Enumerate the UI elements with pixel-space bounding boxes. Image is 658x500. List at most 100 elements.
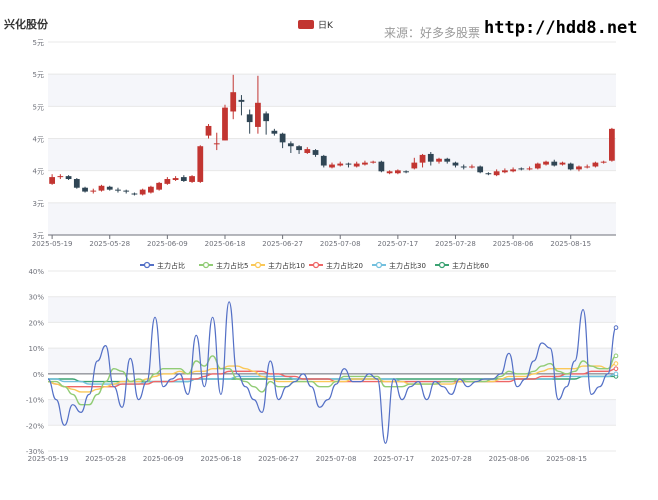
x-tick-label: 2025-06-18 [201, 455, 242, 463]
candle-body [172, 178, 179, 180]
legend-item[interactable]: 主力占比10 [251, 261, 305, 270]
candle [477, 165, 484, 174]
candle [106, 185, 113, 191]
y-tick-label: 0% [33, 371, 44, 379]
x-tick-label: 2025-05-19 [32, 240, 73, 248]
candlestick-legend[interactable]: 日K [298, 18, 333, 31]
y-tick-label: 4元 [33, 168, 44, 176]
legend-item[interactable]: 主力占比60 [435, 261, 489, 270]
candlestick-grid [48, 41, 616, 236]
candle [411, 157, 418, 170]
candle-body [436, 158, 442, 162]
candle-body [534, 163, 541, 169]
x-tick-label: 2025-07-17 [378, 240, 419, 248]
candle [115, 187, 121, 193]
legend-label: 主力占比20 [326, 261, 363, 270]
y-tick-label: -20% [26, 422, 44, 430]
legend-label: 主力占比10 [268, 261, 305, 270]
ratio-series [47, 301, 619, 444]
x-tick-label: 2025-07-08 [316, 455, 357, 463]
series-end-marker [613, 353, 619, 359]
candle [238, 95, 245, 116]
candle [452, 161, 459, 168]
series-line [47, 301, 617, 444]
candle-body [444, 158, 451, 162]
candle-body [65, 176, 72, 180]
candle-body [287, 143, 294, 147]
candle [230, 74, 237, 120]
y-tick-label: 20% [28, 319, 44, 327]
y-tick-label: 4元 [33, 136, 44, 144]
legend-item[interactable]: 主力占比20 [309, 261, 363, 270]
candle [73, 178, 80, 189]
candle-body [49, 177, 55, 184]
site-url: http://hdd8.net [484, 18, 638, 38]
candle-body [238, 99, 245, 102]
candle [576, 165, 582, 172]
y-tick-label: 3元 [33, 232, 44, 240]
legend-item[interactable]: 主力占比30 [372, 261, 426, 270]
candle [329, 162, 335, 169]
y-tick-label: 5元 [33, 39, 44, 47]
candle [139, 188, 146, 196]
candle-body [213, 143, 220, 145]
candle-body [271, 130, 278, 134]
candle [584, 164, 591, 169]
candle [205, 124, 212, 139]
candle-body [90, 190, 97, 192]
candle [419, 153, 426, 168]
candle-body [156, 182, 163, 190]
x-tick-label: 2025-06-27 [258, 455, 299, 463]
candle-body [296, 146, 302, 151]
candle [82, 186, 88, 193]
legend-item[interactable]: 主力占比5 [199, 261, 248, 270]
legend-item[interactable]: 主力占比 [140, 261, 185, 270]
x-tick-label: 2025-05-28 [85, 455, 126, 463]
candle [222, 104, 228, 141]
candlestick-y-tick-labels: 3元 3元 4元 4元 5元 5元 5元 [33, 39, 44, 240]
candle-body [164, 179, 171, 184]
candle-body [419, 154, 426, 163]
candle [123, 189, 130, 194]
candle [197, 145, 204, 183]
candle-body [386, 171, 393, 174]
y-tick-label: 5元 [33, 103, 44, 111]
candle-body [320, 155, 327, 166]
candle [485, 172, 492, 176]
y-tick-label: 40% [28, 268, 44, 276]
candle [436, 157, 442, 164]
candle-body [493, 171, 500, 176]
legend-marker [438, 261, 446, 269]
legend-label: 主力占比 [157, 261, 185, 270]
candle [189, 175, 195, 183]
stock-name: 兴化股份 [4, 18, 48, 31]
candle [98, 184, 105, 192]
candlestick-x-tick-labels: 2025-05-19 2025-05-28 2025-06-09 2025-06-18… [32, 235, 591, 248]
candle [131, 192, 138, 196]
ratio-x-tick-labels: 2025-05-19 2025-05-28 2025-06-09 2025-06-18… [28, 455, 587, 463]
legend-marker [143, 261, 151, 269]
grid-band [48, 74, 616, 107]
x-tick-label: 2025-07-17 [373, 455, 414, 463]
candle-body [394, 170, 401, 174]
x-tick-label: 2025-08-06 [493, 240, 534, 248]
candle-body [263, 113, 270, 122]
ratio-y-tick-labels: -30% -20% -10% 0% 10% 20% 30% 40% [26, 268, 44, 456]
candle [279, 132, 286, 149]
candle [337, 161, 344, 167]
candle-body [189, 176, 195, 182]
candle [469, 164, 475, 169]
candle-body [312, 150, 319, 155]
candle-body [82, 187, 88, 192]
candle [609, 127, 615, 162]
candle [534, 162, 541, 170]
y-tick-label: 30% [28, 294, 44, 302]
candle [49, 174, 55, 185]
y-tick-label: 3元 [33, 200, 44, 208]
candle [180, 175, 187, 182]
grid-band [48, 348, 616, 374]
candle-body [353, 163, 360, 167]
legend-swatch-daily [298, 20, 314, 29]
candle-body [411, 162, 418, 169]
